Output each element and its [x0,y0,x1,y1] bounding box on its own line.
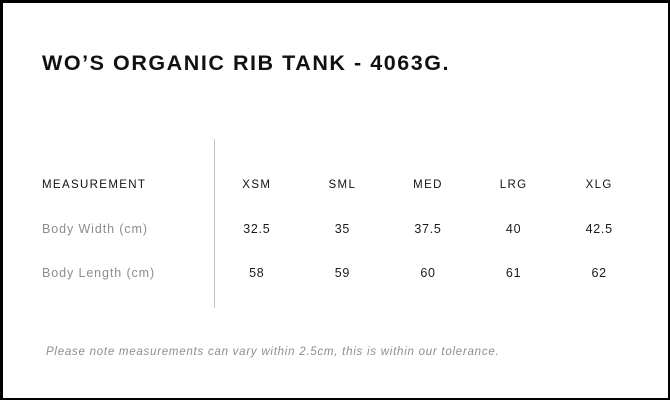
row-label-body-length: Body Length (cm) [42,266,156,280]
cell-body-length-med: 60 [420,266,436,280]
cell-body-width-sml: 35 [334,222,351,236]
row-label-body-width: Body Width (cm) [42,222,148,236]
size-chart-table: MEASUREMENT XSM SML MED LRG XLG Body Wid… [42,163,642,295]
table-row: Body Width (cm) 32.5 35 37.5 40 42.5 [42,207,642,251]
table-vertical-divider [214,139,215,308]
cell-body-length-sml: 59 [334,266,351,280]
page-title: WO’S ORGANIC RIB TANK - 4063G. [42,51,451,75]
cell-body-width-med: 37.5 [414,222,442,236]
column-header-med: MED [413,179,443,191]
tolerance-note: Please note measurements can vary within… [46,346,500,358]
cell-body-length-xlg: 62 [591,266,607,280]
table-header-row: MEASUREMENT XSM SML MED LRG XLG [42,163,642,207]
column-header-xlg: XLG [585,179,613,191]
column-header-measurement: MEASUREMENT [42,179,147,191]
column-header-sml: SML [328,179,357,191]
column-header-xsm: XSM [242,179,272,191]
cell-body-width-xsm: 32.5 [243,222,271,236]
cell-body-length-lrg: 61 [505,266,522,280]
column-header-lrg: LRG [499,179,528,191]
table-row: Body Length (cm) 58 59 60 61 62 [42,251,642,295]
cell-body-length-xsm: 58 [249,266,265,280]
cell-body-width-lrg: 40 [505,222,522,236]
cell-body-width-xlg: 42.5 [585,222,613,236]
